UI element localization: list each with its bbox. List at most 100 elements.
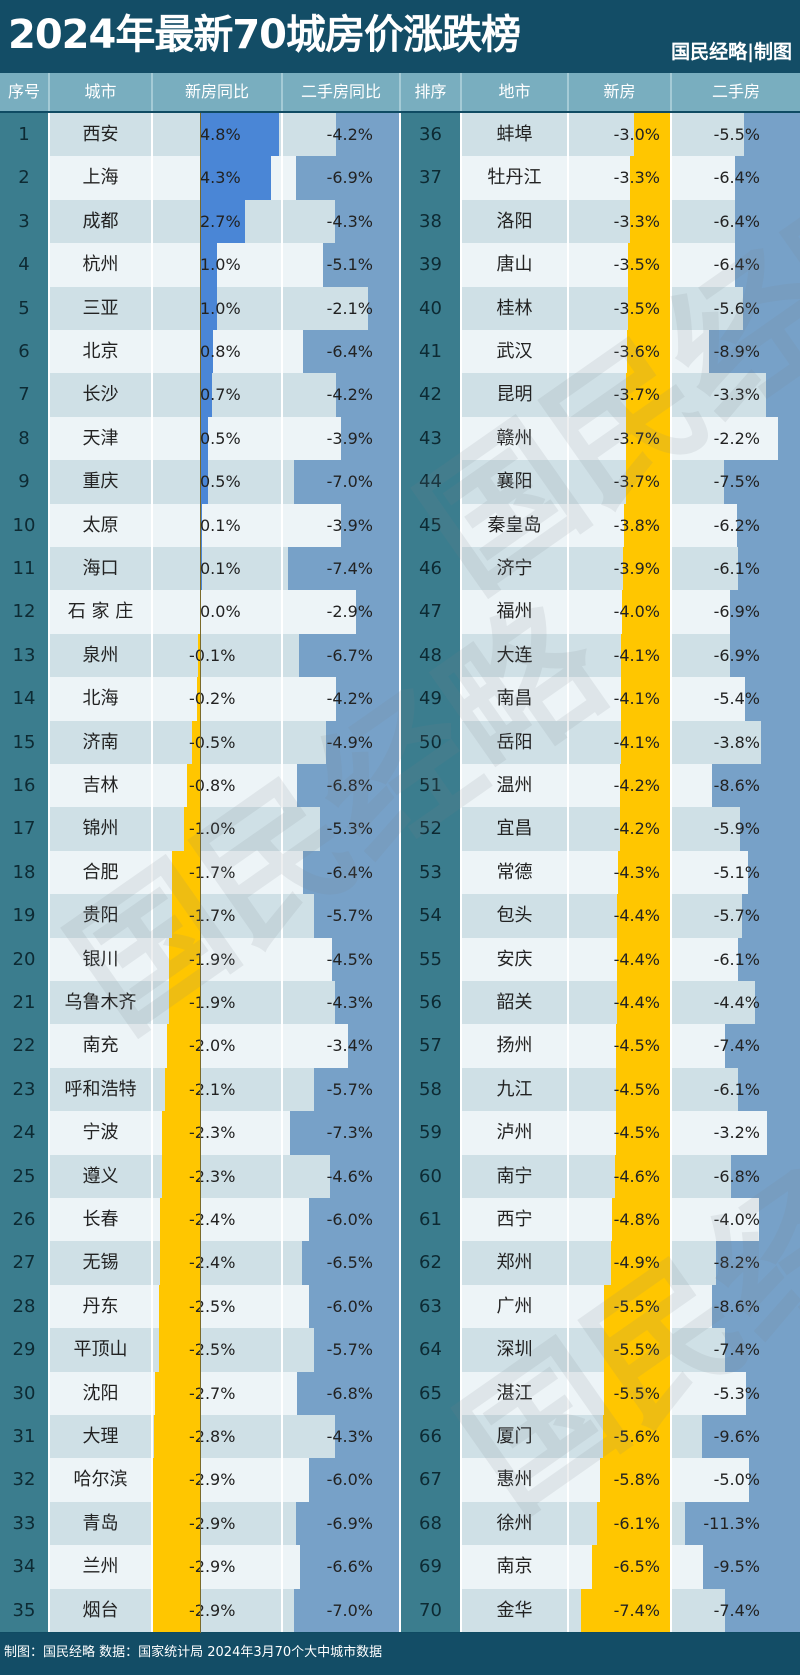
second-hand-cell-right: -7.5% <box>672 460 800 504</box>
rank-number: 67 <box>419 1469 442 1491</box>
second-hand-yoy-cell: -4.6% <box>283 1154 401 1198</box>
rank-number: 8 <box>18 427 30 449</box>
second-hand-cell-right: -5.1% <box>672 850 800 895</box>
new-home-value: -4.0% <box>613 602 660 622</box>
city-name: 金华 <box>496 1599 533 1621</box>
new-home-bar-negative <box>153 1588 200 1632</box>
second-hand-value: -6.9% <box>713 645 760 665</box>
new-home-yoy-value: -1.0% <box>189 819 236 839</box>
rank-cell-right: 64 <box>401 1328 462 1372</box>
city-cell-right: 金华 <box>462 1588 569 1632</box>
second-hand-yoy-cell: -5.3% <box>283 807 401 851</box>
new-home-yoy-value: -0.1% <box>189 645 236 665</box>
second-hand-value: -2.2% <box>713 428 760 448</box>
rank-cell: 14 <box>0 677 50 721</box>
second-hand-value: -3.8% <box>713 732 760 752</box>
city-cell-right: 大连 <box>462 633 569 678</box>
second-hand-bar <box>737 547 800 591</box>
city-cell: 太原 <box>50 503 153 547</box>
col-header-city: 城市 <box>50 73 153 111</box>
new-home-bar-negative <box>611 1241 670 1285</box>
new-home-cell-right: -3.7% <box>569 460 672 504</box>
second-hand-yoy-value: -2.1% <box>326 298 373 318</box>
second-hand-yoy-cell: -4.2% <box>283 373 401 417</box>
new-home-yoy-cell: -2.1% <box>153 1067 283 1112</box>
rank-number: 23 <box>12 1078 36 1100</box>
city-cell-right: 韶关 <box>462 981 569 1025</box>
city-cell-right: 襄阳 <box>462 460 569 504</box>
table-row: 8 天津 0.5% -3.9% 43 赣州 -3.7% -2.2% <box>0 416 800 461</box>
second-hand-bar <box>712 1284 800 1329</box>
new-home-bar-negative <box>162 1154 200 1198</box>
second-hand-bar <box>777 416 800 461</box>
city-cell: 无锡 <box>50 1241 153 1285</box>
new-home-yoy-value: -1.7% <box>189 906 236 926</box>
city-cell-right: 九江 <box>462 1067 569 1112</box>
new-home-cell-right: -3.0% <box>569 113 672 157</box>
rank-cell-right: 38 <box>401 199 462 244</box>
new-home-bar-negative <box>620 633 670 678</box>
new-home-cell-right: -5.5% <box>569 1328 672 1372</box>
new-home-yoy-cell: -2.4% <box>153 1241 283 1285</box>
second-hand-bar <box>355 590 399 634</box>
rank-number: 62 <box>419 1252 442 1274</box>
second-hand-bar <box>724 1024 800 1068</box>
second-hand-yoy-cell: -6.4% <box>283 330 401 374</box>
city-name: 济南 <box>82 731 119 753</box>
new-home-cell-right: -3.7% <box>569 373 672 417</box>
new-home-bar-negative <box>634 113 670 157</box>
rank-number: 68 <box>419 1512 442 1534</box>
second-hand-cell-right: -8.6% <box>672 1284 800 1329</box>
second-hand-value: -8.6% <box>713 1296 760 1316</box>
rank-cell: 8 <box>0 416 50 461</box>
new-home-cell-right: -4.2% <box>569 764 672 808</box>
city-name: 厦门 <box>496 1426 533 1447</box>
col-header-new-right: 新房 <box>569 73 672 111</box>
second-hand-cell-right: -5.7% <box>672 894 800 938</box>
new-home-bar-negative <box>612 1198 670 1242</box>
second-hand-value: -5.3% <box>713 1383 760 1403</box>
new-home-bar-negative <box>617 937 670 981</box>
new-home-bar-positive <box>200 199 245 244</box>
new-home-cell-right: -5.5% <box>569 1371 672 1415</box>
city-cell-right: 温州 <box>462 764 569 808</box>
new-home-bar-negative <box>620 677 670 721</box>
second-hand-yoy-cell: -6.6% <box>283 1545 401 1589</box>
second-hand-bar <box>340 503 399 547</box>
new-home-bar-negative <box>168 981 200 1025</box>
rank-number: 51 <box>419 775 442 796</box>
rank-number: 3 <box>18 210 30 232</box>
rank-cell: 24 <box>0 1111 50 1155</box>
second-hand-value: -4.4% <box>713 993 760 1012</box>
second-hand-yoy-cell: -4.5% <box>283 937 401 981</box>
new-home-yoy-cell: -0.2% <box>153 677 283 721</box>
new-home-value: -3.0% <box>613 125 660 144</box>
rank-cell-right: 62 <box>401 1241 462 1285</box>
new-home-bar-negative <box>614 1154 670 1198</box>
city-cell: 大理 <box>50 1415 153 1459</box>
city-name: 呼和浩特 <box>64 1078 137 1100</box>
new-home-bar-negative <box>616 1024 670 1068</box>
second-hand-bar <box>297 764 399 808</box>
col-header-rank-right: 排序 <box>401 73 462 111</box>
second-hand-value: -6.1% <box>713 1079 760 1099</box>
second-hand-yoy-value: -3.4% <box>326 1036 373 1056</box>
rank-number: 6 <box>18 341 30 362</box>
new-home-cell-right: -4.1% <box>569 633 672 678</box>
second-hand-bar <box>348 1024 399 1068</box>
second-hand-bar <box>734 199 800 244</box>
new-home-yoy-value: -0.8% <box>189 776 236 795</box>
second-hand-yoy-value: -4.5% <box>326 949 373 969</box>
new-home-yoy-value: 1.0% <box>200 255 241 275</box>
city-cell-right: 惠州 <box>462 1458 569 1502</box>
second-hand-yoy-cell: -4.2% <box>283 113 401 157</box>
rank-number: 60 <box>419 1165 442 1187</box>
city-name: 郑州 <box>496 1252 533 1274</box>
new-home-bar-negative <box>162 1111 200 1155</box>
second-hand-value: -6.4% <box>713 211 760 231</box>
new-home-yoy-value: 1.0% <box>200 298 241 318</box>
rank-number: 58 <box>419 1078 442 1100</box>
second-hand-bar <box>295 156 399 200</box>
city-name: 海口 <box>82 558 119 579</box>
new-home-cell-right: -3.3% <box>569 156 672 200</box>
